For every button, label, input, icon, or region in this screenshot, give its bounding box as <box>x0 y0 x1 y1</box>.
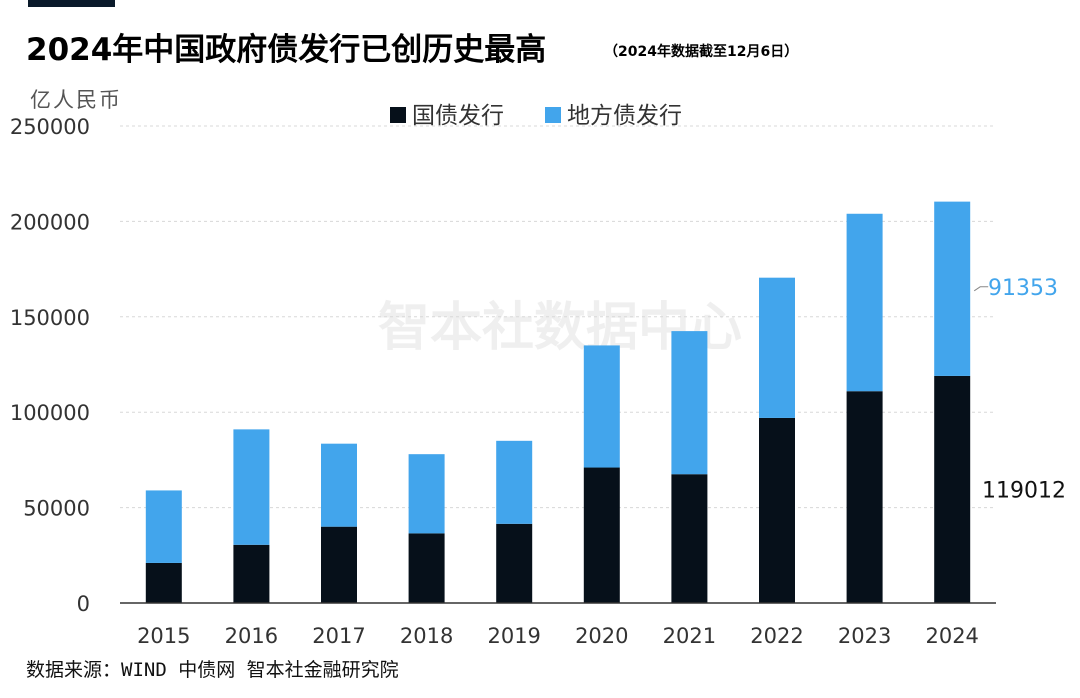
bar-local-2023 <box>846 213 883 392</box>
x-tick-label: 2019 <box>487 624 540 648</box>
bar-national-2024 <box>934 375 971 603</box>
x-tick-label: 2018 <box>400 624 453 648</box>
bar-local-2017 <box>321 443 357 527</box>
annotations: 119012 91353 <box>973 276 1066 503</box>
bar-local-2016 <box>233 429 270 545</box>
bar-local-2021 <box>671 331 708 475</box>
chart-title: 2024年中国政府债发行已创历史最高 <box>26 32 547 68</box>
bar-local-2019 <box>496 440 533 524</box>
annotation-local-2024: 91353 <box>988 276 1058 301</box>
bar-national-2023 <box>846 391 883 603</box>
annotation-national-2024: 119012 <box>982 478 1066 503</box>
x-tick-label: 2016 <box>225 624 278 648</box>
bar-national-2015 <box>145 562 182 603</box>
bar-national-2022 <box>759 417 795 603</box>
y-tick-label: 0 <box>77 592 90 616</box>
x-tick-label: 2023 <box>838 624 891 648</box>
legend-swatch-national <box>390 107 406 123</box>
bar-national-2017 <box>321 526 357 603</box>
bars <box>145 201 971 603</box>
bar-local-2022 <box>759 277 795 418</box>
bar-national-2019 <box>496 523 533 603</box>
bar-national-2018 <box>408 533 445 603</box>
data-source-note: 数据来源：WIND 中债网 智本社金融研究院 <box>26 659 399 681</box>
legend-label: 国债发行 <box>412 103 504 129</box>
y-tick-label: 250000 <box>10 115 90 139</box>
y-tick-label: 200000 <box>10 210 90 234</box>
top-accent-bar <box>28 0 115 7</box>
x-axis-ticks: 2015 2016 2017 2018 2019 2020 2021 2022 2023 2024 <box>137 624 979 648</box>
x-tick-label: 2017 <box>312 624 365 648</box>
x-tick-label: 2024 <box>925 624 978 648</box>
y-tick-label: 50000 <box>23 497 90 521</box>
bar-national-2016 <box>233 544 270 603</box>
bar-local-2015 <box>145 490 182 563</box>
x-tick-label: 2021 <box>663 624 716 648</box>
chart-subtitle: （2024年数据截至12月6日） <box>604 44 799 60</box>
x-tick-label: 2020 <box>575 624 628 648</box>
y-tick-label: 150000 <box>10 306 90 330</box>
annotation-leader-line <box>973 286 989 292</box>
y-axis-ticks: 0 50000 100000 150000 200000 250000 <box>10 115 90 616</box>
x-tick-label: 2022 <box>750 624 803 648</box>
bar-local-2020 <box>583 345 620 468</box>
legend-label: 地方债发行 <box>567 103 682 129</box>
bar-local-2024 <box>934 201 971 376</box>
legend-swatch-local <box>545 107 561 123</box>
legend: 国债发行 地方债发行 <box>390 103 682 129</box>
x-tick-label: 2015 <box>137 624 190 648</box>
bar-national-2020 <box>583 467 620 603</box>
bar-local-2018 <box>408 454 445 534</box>
y-axis-unit-label: 亿人民币 <box>30 88 122 112</box>
y-tick-label: 100000 <box>10 401 90 425</box>
bar-national-2021 <box>671 474 708 603</box>
